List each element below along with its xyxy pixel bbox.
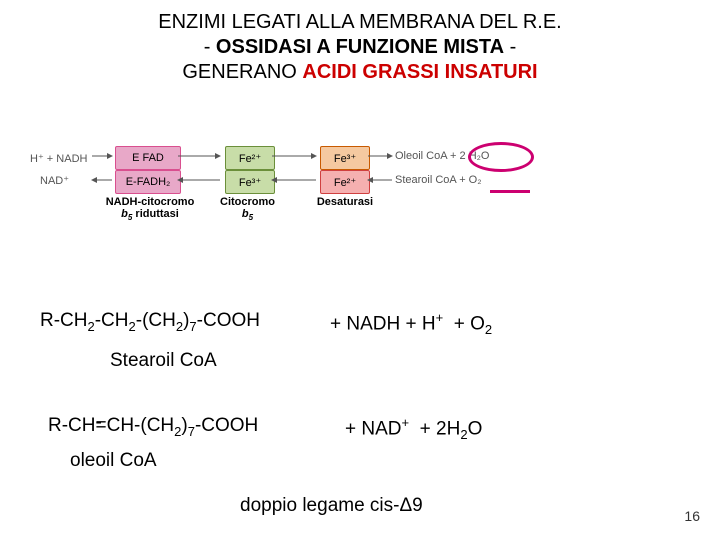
title2-pre: -: [204, 36, 216, 58]
title3-red: ACIDI GRASSI INSATURI: [302, 61, 537, 83]
title3-pre: GENERANO: [182, 61, 302, 83]
label-citocromo: Citocromo b5: [210, 196, 285, 222]
label1rest: riduttasi: [132, 208, 178, 220]
title-line-3: GENERANO ACIDI GRASSI INSATURI: [0, 60, 720, 85]
label2bi: b: [242, 208, 249, 220]
arrows-svg: [60, 138, 660, 198]
eq-line2: Stearoil CoA: [110, 350, 217, 372]
label-nadh-cit: NADH-citocromo b5 riduttasi: [95, 196, 205, 222]
eq-line5: doppio legame cis-Δ9: [240, 495, 423, 517]
eq-line1-left: R-CH2-CH2-(CH2)7-COOH: [40, 310, 260, 334]
eq-line3-right: + NAD+ + 2H2O: [345, 415, 482, 442]
label2bsub: 5: [249, 213, 253, 222]
flow-diagram: H⁺ + NADH NAD⁺ E FAD E-FADH₂ NADH-citocr…: [60, 138, 660, 258]
title-block: ENZIMI LEGATI ALLA MEMBRANA DEL R.E. - O…: [0, 0, 720, 85]
page-number: 16: [684, 508, 700, 524]
title2-post: -: [504, 36, 516, 58]
title-line-2: - OSSIDASI A FUNZIONE MISTA -: [0, 35, 720, 60]
eq-line4: oleoil CoA: [70, 450, 157, 472]
title2-bold: OSSIDASI A FUNZIONE MISTA: [216, 36, 504, 58]
label1bi: b: [121, 208, 128, 220]
title-line-1: ENZIMI LEGATI ALLA MEMBRANA DEL R.E.: [0, 10, 720, 35]
eq-line1-right: + NADH + H+ + O2: [330, 310, 492, 337]
eq-line3-left: R-CH=-CH-(CH2)7-COOH: [48, 415, 258, 439]
